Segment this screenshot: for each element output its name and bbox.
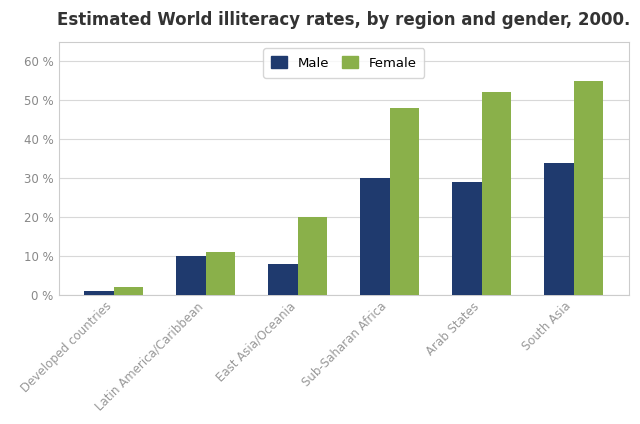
Bar [573, 81, 603, 295]
Bar [268, 264, 298, 295]
Bar [206, 252, 236, 295]
Bar [298, 217, 327, 295]
Bar [84, 291, 114, 295]
Bar [114, 287, 143, 295]
Bar [482, 92, 511, 295]
Legend: Male, Female: Male, Female [263, 48, 424, 78]
Bar [177, 256, 206, 295]
Bar [452, 182, 482, 295]
Title: Estimated World illiteracy rates, by region and gender, 2000.: Estimated World illiteracy rates, by reg… [57, 11, 630, 29]
Bar [544, 162, 573, 295]
Bar [360, 178, 390, 295]
Bar [390, 108, 419, 295]
